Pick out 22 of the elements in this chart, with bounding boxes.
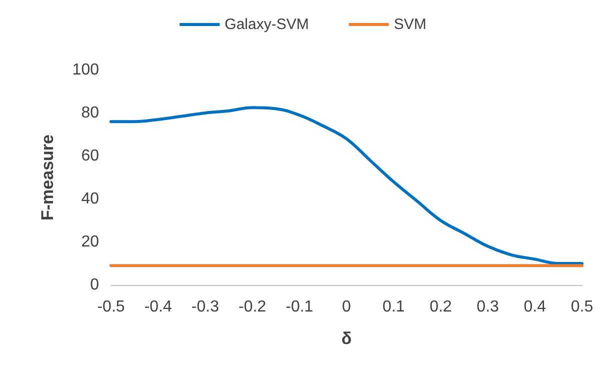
x-tick-label: -0.1: [286, 298, 314, 316]
x-tick-label: 0: [342, 298, 352, 316]
x-tick-label: -0.4: [144, 298, 172, 316]
x-tick-label: 0.2: [430, 298, 452, 316]
x-tick-label: 0.4: [524, 298, 546, 316]
y-tick-label: 20: [81, 234, 100, 250]
y-tick-label: 40: [81, 190, 100, 208]
x-tick-label: 0.1: [382, 298, 405, 316]
y-tick-label: 60: [81, 148, 100, 164]
x-axis-title: δ: [341, 329, 352, 348]
y-axis-title: F-measure: [38, 134, 57, 220]
x-tick-label: 0.5: [570, 298, 594, 316]
legend-label: Galaxy-SVM: [224, 16, 309, 33]
y-tick-label: 100: [72, 62, 100, 78]
x-tick-label: -0.3: [191, 298, 220, 316]
legend-label: SVM: [394, 16, 426, 33]
x-tick-label: -0.5: [97, 298, 125, 316]
line-series: [110, 106, 584, 265]
y-tick-label: 0: [90, 276, 100, 294]
x-tick-label: 0.3: [476, 298, 500, 316]
y-tick-label: 80: [81, 104, 100, 122]
x-tick-label: -0.2: [238, 298, 266, 316]
